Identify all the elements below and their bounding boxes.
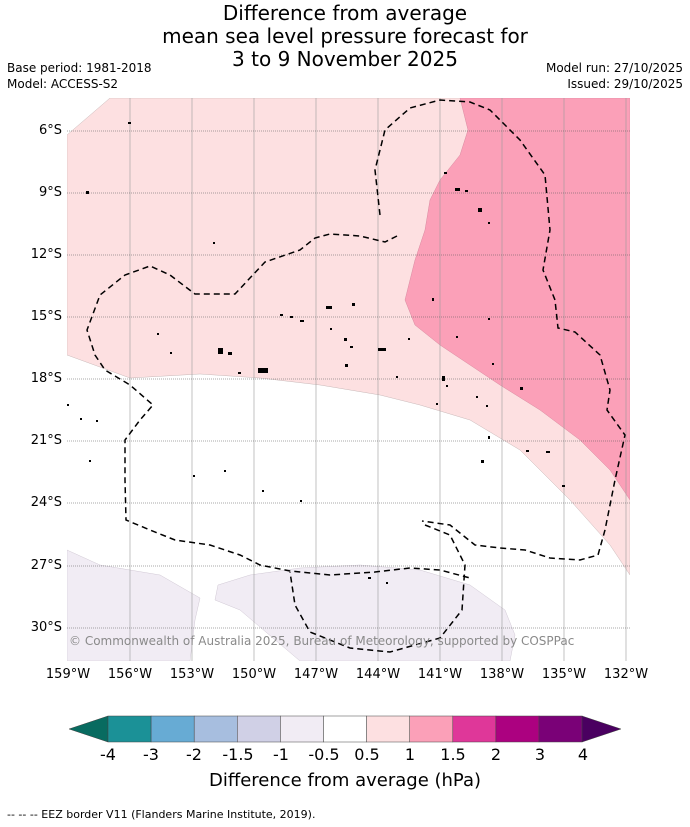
title-line-3: 3 to 9 November 2025 bbox=[232, 47, 458, 71]
colorbar-tick: 3 bbox=[534, 745, 546, 764]
colorbar-tick: -1 bbox=[273, 745, 289, 764]
lon-label-138w: 138°W bbox=[479, 667, 525, 682]
colorbar-box bbox=[193, 715, 238, 743]
lat-label-9s: 9°S bbox=[38, 185, 62, 200]
graticule bbox=[67, 98, 630, 661]
colorbar-tick: -3 bbox=[143, 745, 159, 764]
lon-label-144w: 144°W bbox=[355, 667, 401, 682]
copyright-notice: © Commonwealth of Australia 2025, Bureau… bbox=[69, 634, 575, 648]
island-markers bbox=[67, 122, 565, 584]
lon-label-156w: 156°W bbox=[107, 667, 153, 682]
model-run: Model run: 27/10/2025 bbox=[545, 61, 683, 75]
colorbar-box bbox=[323, 715, 367, 743]
lat-label-24s: 24°S bbox=[30, 495, 62, 510]
eez-border-south bbox=[289, 524, 466, 653]
colorbar-boxes bbox=[107, 715, 583, 743]
colorbar-tick: -0.5 bbox=[308, 745, 340, 764]
colorbar-tick: 2 bbox=[490, 745, 502, 764]
colorbar-box bbox=[280, 715, 324, 743]
lon-label-153w: 153°W bbox=[169, 667, 215, 682]
lat-label-21s: 21°S bbox=[30, 433, 62, 448]
colorbar-tick: 4 bbox=[577, 745, 589, 764]
footer-legend: -- -- -- EEZ border V11 (Flanders Marine… bbox=[7, 808, 316, 821]
title-line-1: Difference from average bbox=[222, 1, 468, 25]
map-title: Difference from average mean sea level p… bbox=[0, 2, 690, 71]
lat-label-30s: 30°S bbox=[30, 620, 62, 635]
issued-date: Issued: 29/10/2025 bbox=[567, 77, 683, 91]
colorbar-tick: -1.5 bbox=[222, 745, 254, 764]
colorbar-tick: 0.5 bbox=[354, 745, 380, 764]
lat-label-15s: 15°S bbox=[30, 309, 62, 324]
colorbar-box bbox=[237, 715, 281, 743]
lon-label-159w: 159°W bbox=[45, 667, 91, 682]
base-period: Base period: 1981-2018 bbox=[7, 61, 152, 75]
eez-border-north bbox=[86, 233, 471, 579]
eez-border-east bbox=[374, 99, 626, 561]
meta-left: Base period: 1981-2018 Model: ACCESS-S2 bbox=[7, 60, 152, 92]
anomaly-region-1-1.5 bbox=[404, 98, 630, 501]
lon-label-132w: 132°W bbox=[603, 667, 649, 682]
model-name: Model: ACCESS-S2 bbox=[7, 77, 119, 91]
colorbar-box bbox=[452, 715, 497, 743]
colorbar-tick: -4 bbox=[100, 745, 116, 764]
colorbar-box bbox=[150, 715, 195, 743]
colorbar-box bbox=[409, 715, 454, 743]
colorbar-title: Difference from average (hPa) bbox=[208, 770, 482, 791]
lon-label-141w: 141°W bbox=[417, 667, 463, 682]
colorbar-box bbox=[495, 715, 540, 743]
lon-label-135w: 135°W bbox=[541, 667, 587, 682]
lon-label-150w: 150°W bbox=[231, 667, 277, 682]
colorbar-tick: 1.5 bbox=[440, 745, 466, 764]
colorbar-tick: 1 bbox=[404, 745, 416, 764]
lat-label-12s: 12°S bbox=[30, 247, 62, 262]
colorbar-tick: -2 bbox=[186, 745, 202, 764]
anomaly-region-neg-0.5 bbox=[67, 549, 201, 661]
lon-label-147w: 147°W bbox=[293, 667, 339, 682]
meta-right: Model run: 27/10/2025 Issued: 29/10/2025 bbox=[546, 60, 683, 92]
title-line-2: mean sea level pressure forecast for bbox=[162, 24, 528, 48]
colorbar-over-arrow bbox=[581, 715, 622, 743]
colorbar-box bbox=[366, 715, 410, 743]
colorbar-box bbox=[107, 715, 152, 743]
lat-label-18s: 18°S bbox=[30, 371, 62, 386]
colorbar bbox=[68, 715, 622, 743]
lat-label-27s: 27°S bbox=[30, 558, 62, 573]
colorbar-under-arrow bbox=[68, 715, 109, 743]
map-plot-area bbox=[67, 98, 630, 661]
lat-label-6s: 6°S bbox=[38, 123, 62, 138]
colorbar-box bbox=[538, 715, 583, 743]
